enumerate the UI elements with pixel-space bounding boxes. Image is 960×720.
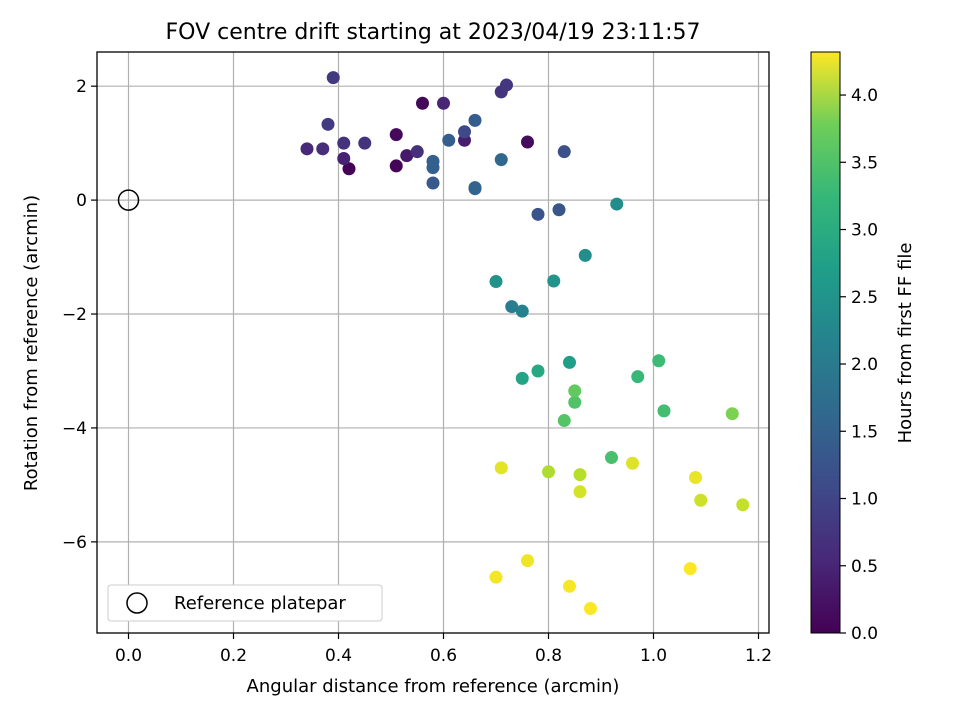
colorbar-tick-label: 2.5 (851, 288, 878, 308)
y-tick-label: −2 (62, 305, 87, 325)
colorbar-tick-label: 1.0 (851, 490, 878, 510)
data-point (390, 128, 403, 141)
data-point (694, 494, 707, 507)
data-point (626, 457, 639, 470)
colorbar-tick-label: 4.0 (851, 86, 878, 106)
colorbar-tick-label: 2.0 (851, 355, 878, 375)
data-point (500, 79, 513, 92)
colorbar-tick-label: 0.5 (851, 557, 878, 577)
scatter-chart: FOV centre drift starting at 2023/04/19 … (0, 0, 960, 720)
x-tick-label: 0.4 (325, 646, 352, 666)
data-point (469, 182, 482, 195)
data-point (390, 159, 403, 172)
data-point (726, 407, 739, 420)
data-point (458, 125, 471, 138)
data-point (495, 461, 508, 474)
y-tick-label: −4 (62, 419, 87, 439)
x-tick-label: 0.2 (220, 646, 247, 666)
data-point (563, 356, 576, 369)
x-tick-label: 0.6 (430, 646, 457, 666)
data-point (542, 465, 555, 478)
data-point (516, 305, 529, 318)
data-point (532, 208, 545, 221)
y-tick-label: 0 (76, 191, 87, 211)
x-tick-label: 1.0 (640, 646, 667, 666)
plot-frame (97, 52, 769, 633)
data-point (574, 468, 587, 481)
data-point (337, 152, 350, 165)
data-point (327, 71, 340, 84)
legend: Reference platepar (108, 585, 382, 621)
data-point (563, 580, 576, 593)
chart-title: FOV centre drift starting at 2023/04/19 … (166, 20, 701, 45)
colorbar-ticks: 0.0 0.5 1.0 1.5 2.0 2.5 3.0 3.5 4.0 (840, 86, 878, 644)
data-point (736, 498, 749, 511)
data-point (521, 554, 534, 567)
data-point (658, 404, 671, 417)
x-tick-label: 1.2 (745, 646, 772, 666)
x-tick-label: 0.8 (535, 646, 562, 666)
data-point (689, 471, 702, 484)
data-point (358, 137, 371, 150)
data-point (516, 372, 529, 385)
data-point (568, 384, 581, 397)
data-point (337, 137, 350, 150)
x-axis-ticks: 0.0 0.2 0.4 0.6 0.8 1.0 1.2 (115, 633, 772, 666)
y-tick-label: −6 (62, 533, 87, 553)
colorbar-tick-label: 3.0 (851, 221, 878, 241)
data-point (532, 364, 545, 377)
data-point (490, 275, 503, 288)
data-point (437, 97, 450, 110)
data-point (411, 145, 424, 158)
data-point (316, 142, 329, 155)
data-point (427, 177, 440, 190)
data-point (490, 571, 503, 584)
colorbar-gradient (811, 52, 840, 633)
data-point (568, 396, 581, 409)
data-point (547, 274, 560, 287)
y-axis-label: Rotation from reference (arcmin) (21, 195, 42, 491)
x-axis-label: Angular distance from reference (arcmin) (247, 676, 620, 697)
data-point (574, 485, 587, 498)
colorbar: 0.0 0.5 1.0 1.5 2.0 2.5 3.0 3.5 4.0 Hours from f… (811, 52, 916, 644)
data-point (605, 451, 618, 464)
data-point (631, 370, 644, 383)
data-point (495, 153, 508, 166)
colorbar-label: Hours from first FF file (895, 243, 916, 444)
colorbar-tick-label: 3.5 (851, 153, 878, 173)
data-point (469, 114, 482, 127)
data-point (684, 562, 697, 575)
y-tick-label: 2 (76, 77, 87, 97)
data-point (553, 203, 566, 216)
data-point (521, 135, 534, 148)
data-point (442, 134, 455, 147)
data-point (427, 161, 440, 174)
data-point (558, 414, 571, 427)
legend-reference-label: Reference platepar (174, 593, 346, 614)
data-point (610, 198, 623, 211)
data-point (558, 145, 571, 158)
data-point (652, 354, 665, 367)
colorbar-tick-label: 0.0 (851, 624, 878, 644)
grid-lines (97, 52, 769, 633)
data-point (322, 118, 335, 131)
colorbar-tick-label: 1.5 (851, 422, 878, 442)
data-point (584, 602, 597, 615)
data-point (416, 97, 429, 110)
data-point (301, 142, 314, 155)
data-points (301, 71, 750, 615)
x-tick-label: 0.0 (115, 646, 142, 666)
data-point (579, 249, 592, 262)
y-axis-ticks: 2 0 −2 −4 −6 (62, 77, 97, 553)
